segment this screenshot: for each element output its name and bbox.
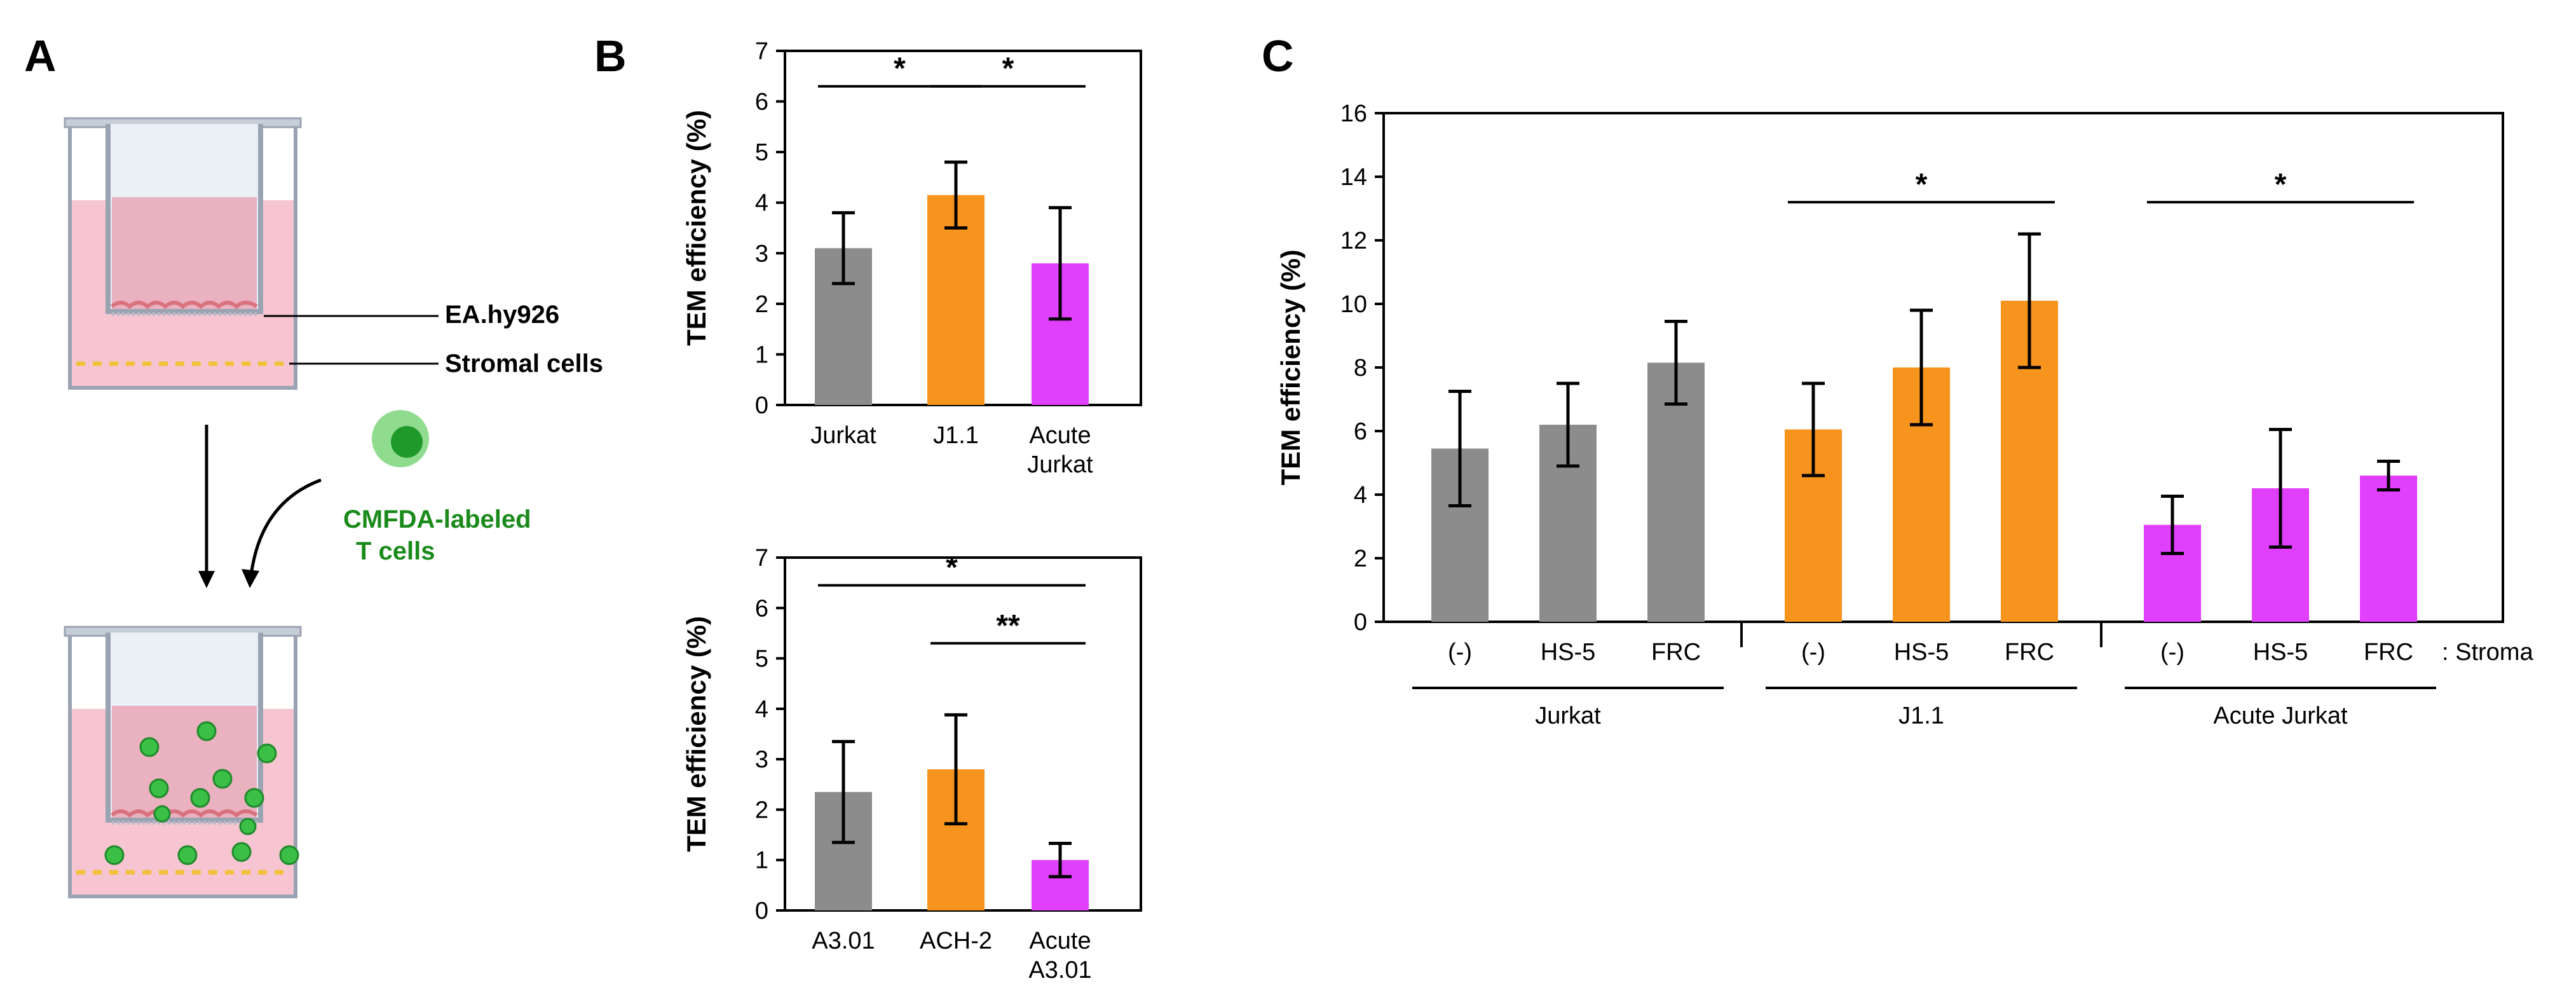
tcell-icon: [231, 842, 252, 862]
tcell-icon: [104, 845, 125, 865]
upper-medium: [112, 706, 257, 818]
x-tick-label: HS-5: [1894, 639, 1949, 666]
group-label: Jurkat: [1535, 703, 1601, 729]
x-tick-label: (-): [1448, 639, 1472, 666]
y-axis-label: TEM efficiency (%): [681, 110, 711, 346]
significance-label: *: [946, 551, 958, 585]
chart-b-bottom: 0 1 2 3 4 5 6 7 TEM efficiency (%) A3.01 ACH-2 Acut…: [681, 545, 1142, 984]
transwell-bottom: [64, 626, 302, 898]
x-tick-label: FRC: [2364, 639, 2413, 666]
transwell-schematic: EA.hy926 Stromal cells CMFDA-labeled T c…: [64, 117, 603, 898]
panel-label-a: A: [24, 31, 57, 81]
tcell-icon: [279, 845, 299, 865]
y-tick-label: 6: [755, 89, 768, 116]
tcell-nucleus-icon: [391, 426, 423, 458]
y-tick-label: 6: [1354, 418, 1367, 445]
x-tick-label: ACH-2: [920, 928, 992, 954]
significance-label: *: [2275, 168, 2287, 202]
curved-arrow: [249, 478, 322, 576]
label-tcells-line2: T cells: [356, 537, 435, 565]
curved-arrow-head: [242, 569, 259, 588]
y-tick-label: 14: [1340, 164, 1367, 191]
y-tick-label: 2: [755, 291, 768, 318]
significance-label: *: [894, 52, 906, 86]
y-tick-label: 2: [1354, 546, 1367, 572]
y-tick-label: 5: [755, 139, 768, 166]
bar: [2360, 476, 2417, 622]
chart-c: 0 2 4 6 8 10 12 14 16 TEM efficiency (%) (-) HS-5 FR…: [1276, 100, 2533, 729]
x-tick-label: Acute: [1029, 422, 1091, 449]
tcell-icon: [196, 721, 217, 741]
y-tick-label: 0: [755, 898, 768, 924]
x-tick-label: Jurkat: [1027, 451, 1093, 478]
y-tick-label: 8: [1354, 355, 1367, 381]
tcell-icon: [149, 778, 169, 799]
y-tick-label: 0: [1354, 609, 1367, 636]
y-tick-label: 0: [755, 392, 768, 419]
tcell-icon: [244, 788, 264, 808]
bar: [1647, 362, 1705, 622]
significance-label: **: [996, 609, 1020, 643]
label-endothelial: EA.hy926: [445, 301, 559, 329]
y-tick-label: 4: [755, 696, 768, 723]
endothelial-layer: [111, 809, 258, 818]
y-tick-label: 1: [755, 341, 768, 368]
x-tick-label: A3.01: [812, 928, 875, 954]
y-tick-label: 6: [755, 595, 768, 622]
group-label: J1.1: [1898, 703, 1944, 729]
transwell-top: EA.hy926 Stromal cells: [64, 117, 603, 390]
significance-label: *: [1002, 52, 1014, 86]
axis-suffix-label: : Stroma: [2442, 639, 2533, 666]
tcell-icon: [153, 805, 171, 823]
x-tick-label: FRC: [1651, 639, 1701, 666]
y-tick-label: 16: [1340, 100, 1367, 127]
y-axis-label: TEM efficiency (%): [681, 616, 711, 852]
tcell-icon: [239, 818, 257, 835]
endothelial-layer: [111, 301, 258, 309]
label-tcells-line1: CMFDA-labeled: [343, 505, 531, 533]
y-tick-label: 12: [1340, 228, 1367, 254]
x-tick-label: J1.1: [933, 422, 979, 449]
group-label: Acute Jurkat: [2213, 703, 2348, 729]
tcell-icon: [190, 788, 210, 808]
migrating-tcells: [104, 721, 299, 865]
y-tick-label: 3: [755, 240, 768, 267]
y-tick-label: 10: [1340, 291, 1367, 318]
x-tick-label: (-): [1801, 639, 1825, 666]
chart-b-top: 0 1 2 3 4 5 6 7 TEM efficiency (%) Jurkat J1.1 Acut…: [681, 38, 1142, 478]
x-tick-label: A3.01: [1028, 957, 1091, 984]
x-tick-label: Jurkat: [810, 422, 876, 449]
y-tick-label: 3: [755, 746, 768, 773]
y-tick-label: 4: [755, 190, 768, 217]
panel-label-b: B: [594, 31, 627, 81]
upper-medium: [112, 197, 257, 309]
label-stromal: Stromal cells: [445, 350, 603, 378]
significance-label: *: [1916, 168, 1928, 202]
tcell-icon: [212, 769, 233, 789]
down-arrow-head: [198, 571, 215, 588]
tcell-icon: [257, 743, 277, 764]
bar: [927, 195, 985, 405]
x-tick-label: Acute: [1029, 928, 1091, 954]
x-tick-label: HS-5: [2253, 639, 2308, 666]
y-tick-label: 7: [755, 38, 768, 65]
y-tick-label: 2: [755, 797, 768, 823]
y-tick-label: 4: [1354, 482, 1367, 509]
y-tick-label: 7: [755, 545, 768, 572]
x-tick-label: FRC: [2005, 639, 2054, 666]
tcell-icon: [177, 845, 198, 865]
y-tick-label: 5: [755, 646, 768, 673]
panel-label-c: C: [1262, 31, 1294, 81]
tcell-icon: [139, 737, 160, 757]
x-tick-label: HS-5: [1541, 639, 1596, 666]
x-tick-label: (-): [2160, 639, 2184, 666]
y-tick-label: 1: [755, 847, 768, 874]
y-axis-label: TEM efficiency (%): [1276, 249, 1305, 485]
